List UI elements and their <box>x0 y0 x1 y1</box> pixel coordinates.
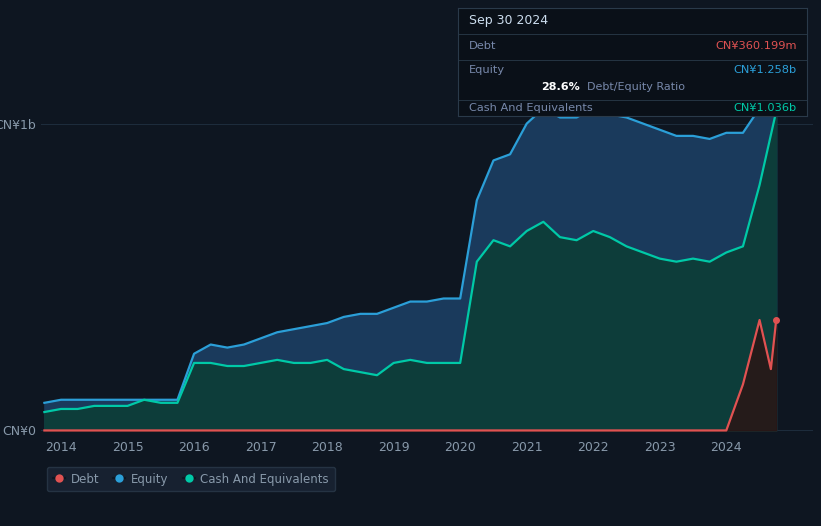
Text: Equity: Equity <box>469 65 505 75</box>
Text: 28.6%: 28.6% <box>542 82 580 92</box>
Legend: Debt, Equity, Cash And Equivalents: Debt, Equity, Cash And Equivalents <box>47 467 335 491</box>
Text: Debt/Equity Ratio: Debt/Equity Ratio <box>587 82 686 92</box>
Text: Sep 30 2024: Sep 30 2024 <box>469 14 548 27</box>
Text: Cash And Equivalents: Cash And Equivalents <box>469 103 592 113</box>
Text: CN¥1.258b: CN¥1.258b <box>733 65 796 75</box>
Text: CN¥1.036b: CN¥1.036b <box>733 103 796 113</box>
Text: CN¥360.199m: CN¥360.199m <box>715 41 796 50</box>
Text: Debt: Debt <box>469 41 496 50</box>
